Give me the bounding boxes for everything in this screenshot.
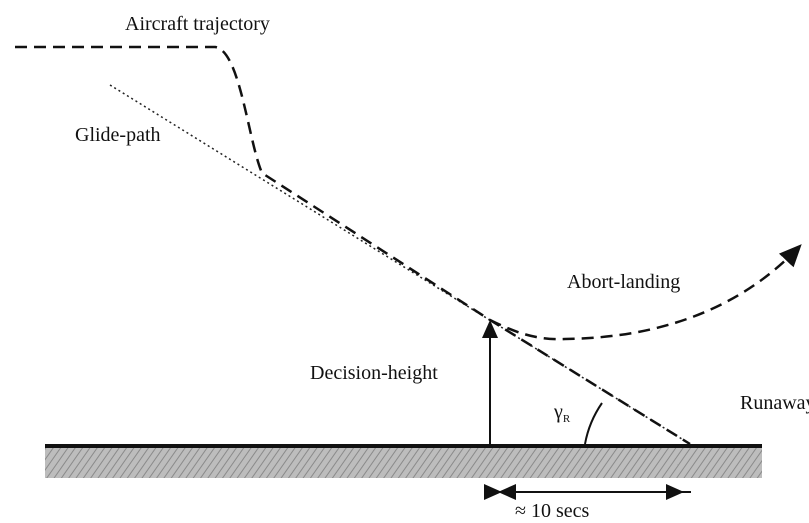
glide-path-line [109, 84, 691, 445]
angle-subscript: R [563, 413, 571, 425]
glide-path-label: Glide-path [75, 124, 161, 146]
runway-label: Runaway [740, 392, 809, 414]
abort-line [489, 244, 802, 341]
ground [45, 446, 762, 478]
decision-height-label: Decision-height [310, 362, 438, 384]
trajectory-label: Aircraft trajectory [125, 13, 270, 35]
angle-label: γR [553, 401, 571, 425]
angle-arc [584, 402, 603, 445]
angle-symbol: γ [553, 401, 563, 423]
duration-label: ≈ 10 secs [515, 500, 590, 522]
trajectory-line [15, 45, 691, 446]
abort-label: Abort-landing [567, 271, 680, 293]
